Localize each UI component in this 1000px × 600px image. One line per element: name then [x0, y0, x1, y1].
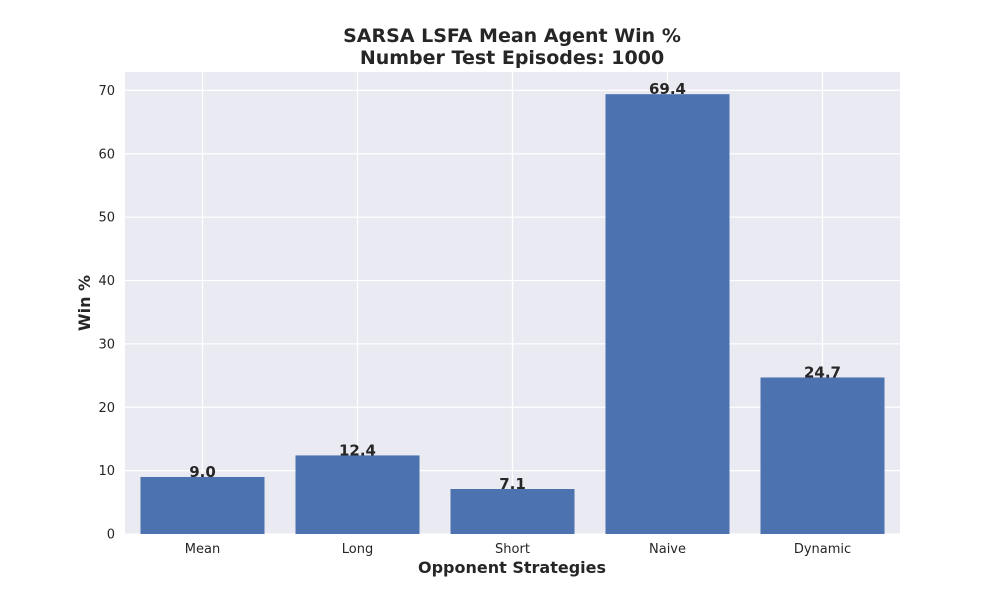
bar-naive [605, 94, 730, 535]
chart-subtitle: Number Test Episodes: 1000 [360, 47, 664, 69]
y-tick-label: 50 [98, 211, 115, 226]
x-tick-label-dynamic: Dynamic [794, 542, 851, 557]
bar-long [295, 455, 420, 534]
bar-mean [140, 476, 265, 534]
bars [140, 94, 885, 535]
data-label-dynamic: 24.7 [804, 363, 841, 381]
y-tick-label: 40 [98, 274, 115, 289]
y-tick-label: 10 [98, 464, 115, 479]
data-label-mean: 9.0 [189, 463, 216, 481]
y-tick-label: 30 [98, 337, 115, 352]
data-label-long: 12.4 [339, 441, 376, 459]
y-tick-label: 0 [107, 528, 115, 543]
y-axis-ticks: 0 10 20 30 40 50 60 70 [98, 84, 115, 543]
bar-short [450, 489, 575, 534]
data-labels: 9.0 12.4 7.1 69.4 24.7 [189, 80, 841, 493]
x-tick-label-short: Short [495, 542, 530, 557]
x-axis-label: Opponent Strategies [418, 558, 606, 577]
y-tick-label: 20 [98, 401, 115, 416]
data-label-naive: 69.4 [649, 80, 686, 98]
data-label-short: 7.1 [499, 475, 526, 493]
x-tick-label-naive: Naive [649, 542, 686, 557]
chart-title: SARSA LSFA Mean Agent Win % [343, 25, 681, 47]
y-tick-label: 60 [98, 147, 115, 162]
y-axis-label: Win % [75, 275, 94, 331]
x-axis-ticks: Mean Long Short Naive Dynamic [185, 542, 851, 557]
x-tick-label-long: Long [342, 542, 373, 557]
y-tick-label: 70 [98, 84, 115, 99]
x-tick-label-mean: Mean [185, 542, 220, 557]
bar-dynamic [760, 377, 885, 534]
